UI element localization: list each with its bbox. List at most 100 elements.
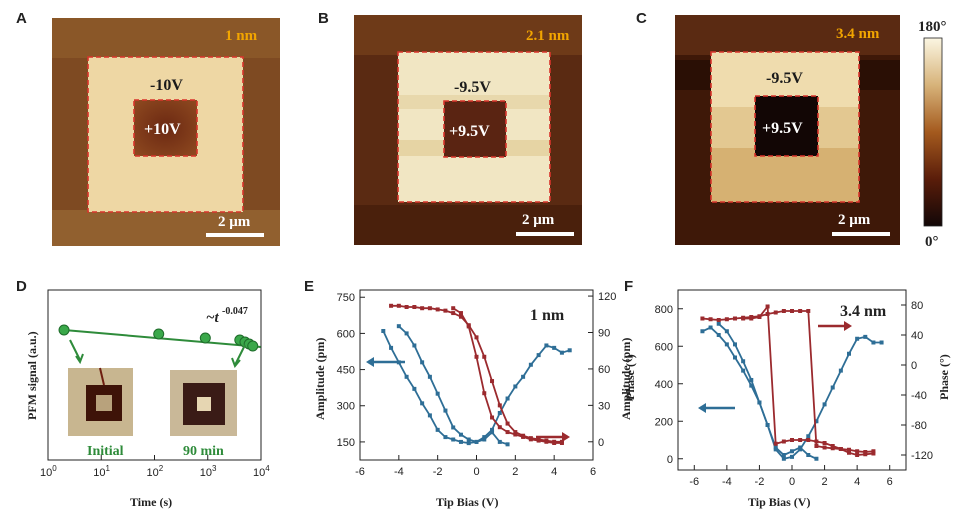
panel-a-inner-voltage: +10V [144,121,181,138]
panel-d-fit-exponent: -0.047 [222,306,248,317]
panel-e-point [412,386,417,391]
panel-f-point [798,309,803,313]
inset-90min [170,370,237,436]
panel-f-point [757,400,762,405]
panel-e-point [497,425,502,430]
panel-e-point [474,335,479,340]
panel-f-ytick-label: 400 [655,379,673,391]
panel-f-xtick-label: 6 [887,476,893,488]
panel-e-xtick-label: 4 [551,466,557,478]
panel-f-xlabel: Tip Bias (V) [748,495,810,509]
panel-e-thickness: 1 nm [530,307,565,324]
panel-f-point [790,449,794,454]
panel-f-point [855,449,860,454]
inset-initial-label: Initial [87,444,124,459]
panel-f-point [724,329,729,334]
panel-e-point [381,328,386,333]
panel-e-point [420,401,425,406]
panel-f-point [765,423,770,427]
panel-e-point [451,306,456,311]
dashed-outer-box-c [710,51,860,203]
panel-d-arrow-left [69,339,81,361]
panel-f-point [871,340,876,345]
panel-e-point [490,379,495,384]
panel-a-scale-bar [206,233,264,237]
panel-e-point [458,314,463,319]
panel-e-y2tick-label: 120 [598,291,616,303]
panel-e-series-phase [391,304,562,443]
panel-f-point [741,368,746,373]
panel-d-ylabel: PFM signal (a.u.) [25,331,39,420]
panel-f-point [733,316,737,321]
panel-e-point [458,439,463,444]
panel-label-d: D [16,278,27,295]
panel-f-plot: -6 -4 -2 0 2 4 6 0 200 400 600 800 -120 -80 -40 0 40 80 3… [619,289,951,509]
panel-f-y2tick-label: 0 [911,360,917,372]
panel-c-scale-bar [832,232,890,236]
panel-c-inner-voltage: +9.5V [762,120,803,137]
panel-f-point [871,449,876,454]
panel-f-point [822,445,827,450]
panel-f-point [855,453,860,457]
panel-f-y2label: Phase (°) [937,354,951,400]
panel-f-series-phase [743,304,874,456]
panel-e-point [466,441,471,446]
panel-f-point [814,444,819,448]
panel-f-point [716,321,721,326]
panel-f-point [716,333,721,337]
panel-e-point [552,345,557,350]
panel-f-ytick-label: 600 [655,341,673,353]
panel-f-point [814,456,819,461]
panel-f-point [806,438,811,442]
panel-e-point [404,305,409,309]
panel-e-ytick-label: 750 [337,292,355,304]
panel-e-xtick-label: 2 [512,466,518,478]
panel-f-point [814,419,819,424]
panel-f-point [773,445,778,450]
panel-e-point [420,360,425,365]
panel-e-point [559,441,564,445]
panel-e-point [443,308,448,313]
dashed-inner-box-b [443,100,507,158]
panel-e-point [482,435,487,440]
panel-e-point [396,324,401,329]
panel-f-point [733,355,737,360]
panel-e-point [505,421,510,426]
panel-f-point [847,450,851,455]
panel-e-y2tick-label: 30 [598,400,610,412]
panel-f-point [708,325,713,330]
panel-e-xlabel: Tip Bias (V) [436,495,498,509]
panel-f-ytick-label: 800 [655,304,673,316]
panel-f-point [863,334,868,339]
panel-e-point [451,437,456,442]
panel-e-point [458,432,463,437]
panel-e-point [490,427,495,432]
panel-e-point [521,374,526,379]
panel-f-point [838,368,843,373]
panel-e-point [404,374,409,379]
panel-e-point [435,427,440,432]
panel-c-afm-image: 3.4 nm -9.5V +9.5V 2 μm [675,15,900,245]
panel-e-series-amplitude [382,330,570,445]
panel-e-point [528,362,533,367]
panel-f-ytick-label: 0 [667,454,673,466]
panel-e-point [466,324,471,329]
panel-f-point [741,359,746,364]
panel-a-thickness: 1 nm [225,28,258,44]
panel-e-point [458,311,463,316]
panel-f-point [863,450,868,454]
panel-f-point [879,340,884,345]
panel-f-point [814,439,819,444]
panel-e-point [497,439,502,444]
panel-e-point [521,434,526,439]
panel-e-xtick-label: 0 [473,466,479,478]
panel-d-fit-line [63,329,261,348]
panel-label-f: F [624,278,634,295]
panel-f-point [798,445,803,450]
panel-e-point [490,430,495,435]
panel-e-point [513,430,518,435]
panel-e-point [474,439,479,444]
panel-d-xtick-label: 103 [200,464,217,479]
panel-label-e: E [304,278,315,295]
